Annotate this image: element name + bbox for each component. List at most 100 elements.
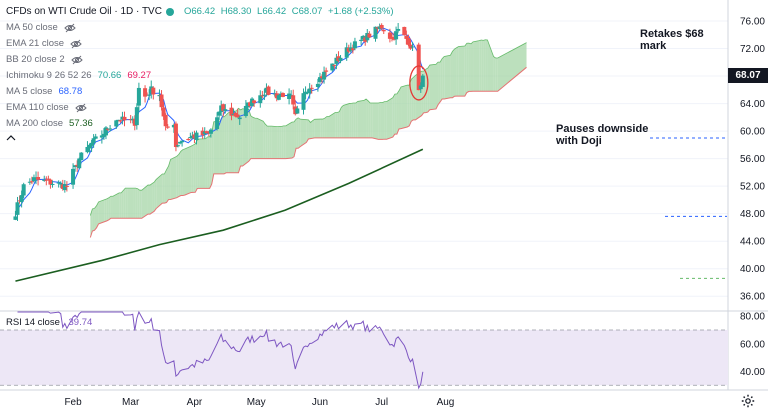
candle: [204, 130, 209, 134]
hidden-eye-icon[interactable]: [64, 23, 76, 33]
rsi-tick-label: 40.00: [740, 367, 765, 378]
rsi-legend[interactable]: RSI 14 close 39.74: [6, 317, 92, 328]
candle: [149, 80, 154, 99]
cloud-segment: [150, 183, 153, 215]
cloud-segment: [466, 43, 469, 93]
candle: [223, 104, 228, 114]
candle: [379, 23, 384, 31]
candle-body: [180, 140, 185, 143]
candle: [15, 196, 20, 221]
cloud-segment: [176, 154, 179, 198]
candle: [402, 26, 407, 36]
cloud-segment: [380, 102, 383, 140]
candle-body: [73, 165, 78, 168]
candle-body: [29, 181, 34, 183]
candle-body: [122, 116, 127, 121]
price-tick-label: 64.00: [740, 99, 765, 110]
candle: [346, 44, 351, 54]
indicator-ma5[interactable]: MA 5 close 68.78: [6, 84, 397, 100]
candle-body: [361, 35, 366, 40]
cloud-segment: [450, 51, 453, 98]
cloud-segment: [267, 126, 270, 159]
candle-body: [309, 87, 314, 89]
indicator-label: Ichimoku 9 26 52 26: [6, 70, 92, 81]
cloud-segment: [137, 188, 140, 219]
candle: [42, 175, 47, 182]
candle-body: [114, 120, 119, 127]
candle: [332, 64, 337, 69]
candle: [62, 180, 67, 193]
cloud-segment: [133, 188, 136, 219]
candle-body: [163, 114, 168, 127]
candle-body: [87, 144, 92, 149]
cloud-segment: [283, 125, 286, 159]
cloud-segment: [298, 117, 301, 149]
candle: [116, 119, 121, 122]
candle: [361, 34, 366, 41]
candle-body: [264, 87, 269, 93]
symbol-title[interactable]: CFDs on WTI Crude Oil · 1D · TVC: [6, 6, 162, 17]
gear-icon[interactable]: [741, 394, 755, 408]
candle-body: [363, 37, 368, 42]
candle-body: [307, 88, 312, 94]
cloud-segment: [180, 149, 183, 196]
candle: [165, 124, 170, 129]
candle: [157, 89, 162, 102]
indicator-bb20[interactable]: BB 20 close 2: [6, 52, 397, 68]
candle-body: [64, 185, 69, 187]
cloud-segment: [427, 65, 430, 113]
candle-body: [89, 142, 94, 146]
candle-body: [204, 131, 209, 134]
candle-body: [373, 26, 378, 39]
indicator-ema110[interactable]: EMA 110 close: [6, 100, 397, 116]
candle-body: [42, 179, 47, 181]
cloud-segment: [184, 146, 192, 196]
candle: [120, 111, 125, 125]
cloud-segment: [178, 151, 181, 197]
cloud-segment: [205, 136, 208, 189]
candle-body: [365, 33, 370, 41]
cloud-segment: [429, 64, 437, 110]
candle-body: [79, 152, 84, 161]
candle: [363, 35, 368, 46]
candle-body: [252, 100, 257, 104]
indicator-ma50[interactable]: MA 50 close: [6, 20, 397, 36]
candle-body: [379, 25, 384, 29]
chevron-up-icon[interactable]: [6, 134, 16, 142]
candle: [114, 119, 119, 129]
candle-body: [289, 94, 294, 96]
candle: [305, 89, 310, 95]
candle-body: [186, 139, 191, 141]
legend-collapse[interactable]: [6, 134, 397, 142]
candle-body: [352, 41, 357, 49]
candle: [130, 116, 135, 124]
candle: [58, 181, 63, 188]
candle-body: [272, 93, 277, 95]
cloud-segment: [277, 126, 280, 159]
cloud-segment: [353, 103, 356, 138]
indicator-ichimoku[interactable]: Ichimoku 9 26 52 26 70.66 69.27: [6, 68, 397, 84]
candle: [91, 134, 96, 148]
hidden-eye-icon[interactable]: [70, 55, 83, 65]
candle: [248, 101, 253, 109]
indicator-ma200[interactable]: MA 200 close 57.36: [6, 116, 397, 132]
cloud-segment: [164, 169, 167, 204]
time-tick-label: Mar: [122, 397, 140, 408]
hidden-eye-icon[interactable]: [74, 103, 87, 113]
candle-body: [295, 108, 300, 114]
indicator-ema21[interactable]: EMA 21 close: [6, 36, 397, 52]
candle-body: [171, 124, 176, 128]
candle: [396, 22, 401, 33]
cloud-segment: [497, 42, 527, 92]
candle-body: [346, 47, 351, 52]
candle: [106, 128, 111, 131]
candle: [231, 108, 236, 116]
candle: [64, 181, 69, 192]
cloud-segment: [291, 121, 295, 159]
time-tick-label: Feb: [64, 397, 82, 408]
candle: [392, 32, 397, 41]
candle-body: [262, 94, 267, 96]
hidden-eye-icon[interactable]: [70, 39, 82, 49]
candle-body: [359, 39, 364, 41]
